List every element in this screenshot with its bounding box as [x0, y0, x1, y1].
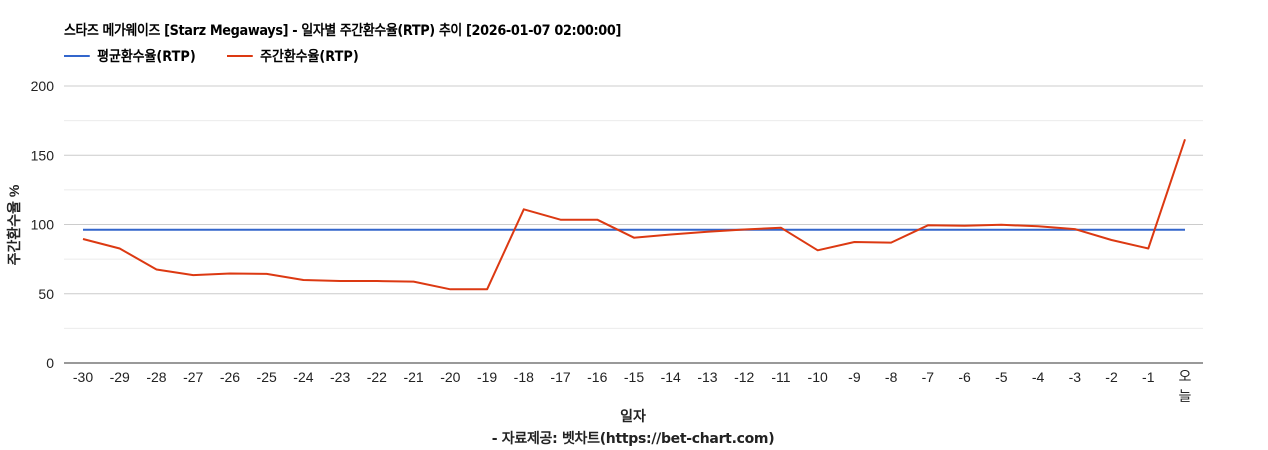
y-tick-label: 150: [31, 147, 55, 163]
legend-swatch-average-icon: [64, 55, 90, 57]
x-tick-label: -9: [848, 369, 861, 385]
x-tick-label: -1: [1142, 369, 1155, 385]
legend: 평균환수율(RTP) 주간환수율(RTP): [64, 46, 390, 66]
x-tick-label: -25: [257, 369, 277, 385]
y-axis-title: 주간환수율 %: [6, 184, 22, 266]
x-tick-label: -8: [885, 369, 898, 385]
x-tick-label: -23: [330, 369, 350, 385]
legend-item-weekly-rtp[interactable]: 주간환수율(RTP): [227, 46, 359, 66]
x-tick-label: -3: [1069, 369, 1082, 385]
x-tick-label: -27: [183, 369, 203, 385]
x-tick-label: -16: [587, 369, 607, 385]
series-line-weekly-rtp[interactable]: [82, 138, 1186, 291]
x-tick-label: -17: [550, 369, 570, 385]
legend-swatch-weekly-icon: [227, 55, 253, 57]
x-tick-label: -5: [995, 369, 1008, 385]
source-credit: - 자료제공: 벳차트(https://bet-chart.com): [491, 431, 775, 447]
x-tick-label: -10: [808, 369, 828, 385]
x-tick-label: -30: [73, 369, 93, 385]
x-tick-label: -26: [220, 369, 240, 385]
x-tick-label: -12: [734, 369, 754, 385]
legend-label-average: 평균환수율(RTP): [97, 49, 196, 65]
x-tick-label: -29: [110, 369, 130, 385]
x-tick-label: 오: [1179, 369, 1192, 385]
x-tick-label: -4: [1032, 369, 1045, 385]
x-tick-label: -22: [367, 369, 387, 385]
x-tick-label: -21: [403, 369, 423, 385]
x-tick-label: -20: [440, 369, 460, 385]
legend-item-average-rtp[interactable]: 평균환수율(RTP): [64, 46, 196, 66]
x-tick-label: -6: [958, 369, 971, 385]
chart-title: 스타즈 메가웨이즈 [Starz Megaways] - 일자별 주간환수율(R…: [64, 23, 622, 39]
x-tick-label: -11: [771, 369, 790, 385]
x-tick-label: -24: [293, 369, 313, 385]
x-tick-label: -18: [514, 369, 534, 385]
x-tick-label: -14: [661, 369, 681, 385]
y-tick-label: 50: [38, 286, 54, 302]
legend-label-weekly: 주간환수율(RTP): [260, 49, 359, 65]
x-tick-label: -28: [146, 369, 166, 385]
y-tick-label: 200: [31, 78, 55, 94]
x-tick-label: 늘: [1179, 389, 1192, 405]
x-axis-title: 일자: [620, 409, 646, 425]
x-tick-label: -2: [1105, 369, 1118, 385]
x-tick-label: -19: [477, 369, 497, 385]
x-tick-label: -13: [697, 369, 717, 385]
y-tick-label: 100: [31, 217, 55, 233]
y-tick-label: 0: [46, 355, 54, 371]
x-tick-label: -7: [922, 369, 935, 385]
x-tick-label: -15: [624, 369, 644, 385]
